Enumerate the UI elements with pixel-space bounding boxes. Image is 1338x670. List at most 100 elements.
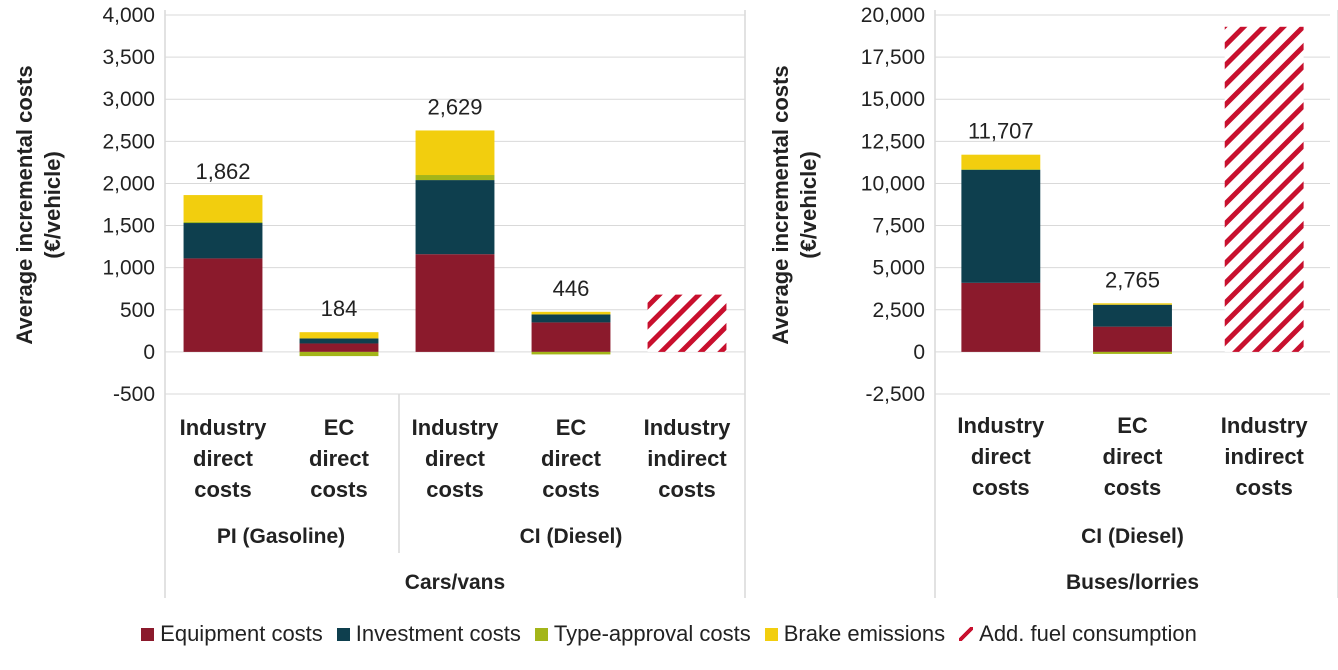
bar-segment-investment-costs [415,180,495,255]
x-group-label: CI (Diesel) [520,525,623,548]
y-tick-label: 2,500 [102,130,155,153]
legend-label: Brake emissions [783,621,946,646]
y-tick-label: 7,500 [872,215,925,238]
bar-segment-equipment-costs [961,282,1041,352]
y-tick-label: 3,000 [102,88,155,111]
y-axis-label-line: Average incremental costs [12,65,37,344]
y-tick-label: 17,500 [861,46,925,69]
chart-legend: Equipment costs Investment costs Type-appr… [0,598,1338,670]
x-category-label: direct [541,446,602,471]
x-category-label: costs [542,477,599,502]
legend-swatch [141,627,155,641]
y-axis-label-line: (€/vehicle) [796,151,821,259]
x-category-label: costs [972,475,1029,500]
bar-segment-type-approval-costs [299,351,379,357]
y-axis-label: Average incremental costs (€/vehicle) [12,65,65,344]
legend-item: Brake emissions [764,621,946,647]
x-supergroup-label: Cars/vans [405,571,505,594]
legend-item: Equipment costs [141,621,323,647]
bar-segment-investment-costs [299,338,379,344]
bar-segment-brake-emissions [183,195,263,222]
x-category-label: costs [1104,475,1161,500]
bar-segment-type-approval-costs [415,175,495,181]
y-axis-label-line: (€/vehicle) [40,151,65,259]
y-tick-label: 20,000 [861,4,925,27]
y-tick-label: 2,000 [102,172,155,195]
y-tick-label: 4,000 [102,4,155,27]
bar-segment-type-approval-costs [961,169,1041,170]
data-label-total: 11,707 [968,119,1034,144]
x-category-label: indirect [1224,444,1304,469]
bar-segment-investment-costs [1093,304,1172,327]
x-category-label: EC [556,415,587,440]
bar-segment-brake-emissions [531,311,611,315]
x-category-label: direct [971,444,1032,469]
legend-swatch [336,627,350,641]
bar-segment-brake-emissions [1093,303,1172,305]
bar-segment-equipment-costs [531,322,611,352]
legend-item: Investment costs [336,621,521,647]
bar-segment-type-approval-costs [1093,351,1172,354]
bar-segment-equipment-costs [1093,326,1172,352]
bar-segment-type-approval-costs [183,221,263,224]
bar-segment-add-fuel-consumption [647,294,727,352]
y-tick-label: 2,500 [872,299,925,322]
data-label-total: 2,765 [1105,267,1160,292]
y-tick-label: 12,500 [861,130,925,153]
y-tick-label: 1,500 [102,215,155,238]
chart-canvas: 4,000 3,500 3,000 2,500 2,000 1,500 1,000 500 0 -… [12,4,1338,598]
legend-swatch [764,627,778,641]
data-label-total: 184 [321,296,358,321]
y-tick-label: 1,000 [102,257,155,280]
x-category-label: costs [310,477,367,502]
bar-segment-equipment-costs [415,254,495,352]
x-category-label: costs [1235,475,1292,500]
x-category-label: Industry [957,413,1045,438]
legend-swatch [959,627,974,641]
x-category-label: Industry [180,415,268,440]
y-tick-label: 3,500 [102,46,155,69]
x-category-label: costs [658,477,715,502]
x-category-label: EC [1117,413,1148,438]
bar-segment-brake-emissions [415,130,495,176]
chart-panel-2: 20,000 17,500 15,000 12,500 10,000 7,500 5,000… [768,4,1338,598]
y-axis-label-line: Average incremental costs [768,65,793,344]
y-tick-label: 5,000 [872,257,925,280]
chart-panel-1: 4,000 3,500 3,000 2,500 2,000 1,500 1,000 500 0 -… [12,4,746,598]
y-tick-label: -500 [113,383,155,406]
data-label-total: 1,862 [195,159,250,184]
x-category-label: direct [1103,444,1164,469]
legend-swatch [534,627,548,641]
bar-segment-brake-emissions [961,154,1041,170]
bar-segment-add-fuel-consumption [1224,26,1304,352]
x-category-label: direct [309,446,370,471]
x-category-label: costs [194,477,251,502]
x-category-label: Industry [412,415,500,440]
bar-segment-type-approval-costs [531,351,611,355]
bar-segment-equipment-costs [183,258,263,352]
bar-segment-brake-emissions [299,332,379,339]
bar-segment-investment-costs [531,314,611,323]
bar-segment-investment-costs [961,169,1041,283]
x-category-label: Industry [1221,413,1309,438]
x-supergroup-label: Buses/lorries [1066,571,1199,594]
x-category-label: Industry [644,415,732,440]
bar-segment-equipment-costs [299,343,379,352]
legend-item: Add. fuel consumption [959,621,1197,647]
x-category-label: costs [426,477,483,502]
y-tick-label: 15,000 [861,88,925,111]
y-axis-label: Average incremental costs (€/vehicle) [768,65,821,344]
data-label-total: 446 [553,276,590,301]
legend-label: Equipment costs [160,621,323,646]
bar-segment-investment-costs [183,223,263,259]
data-label-total: 2,629 [427,94,482,119]
y-tick-label: -2,500 [865,383,925,406]
legend-label: Investment costs [355,621,521,646]
x-group-label: CI (Diesel) [1081,525,1184,548]
legend-label: Type-approval costs [553,621,751,646]
x-category-label: direct [193,446,254,471]
y-tick-label: 0 [913,341,925,364]
y-tick-label: 0 [143,341,155,364]
x-category-label: direct [425,446,486,471]
